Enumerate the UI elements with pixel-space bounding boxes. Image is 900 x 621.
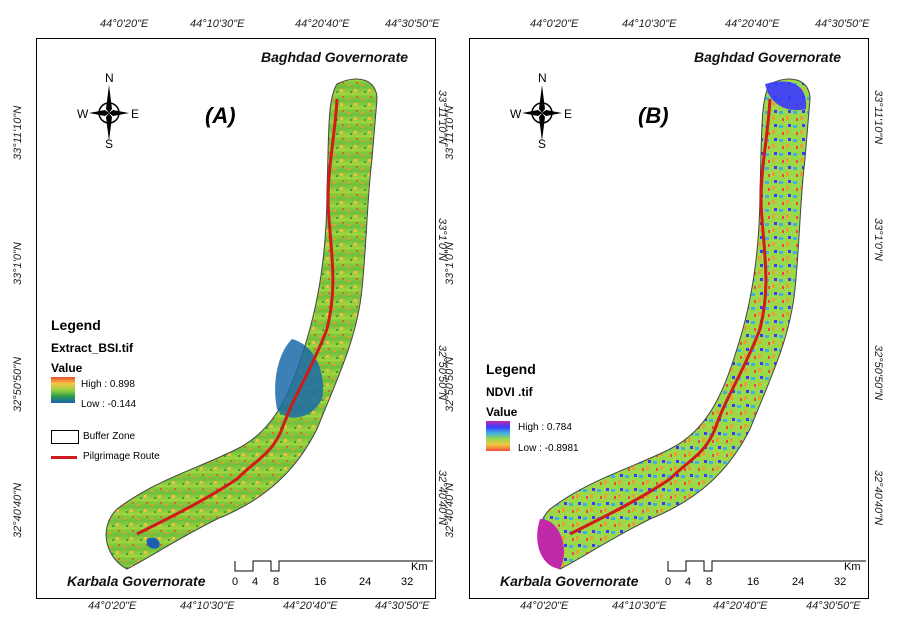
scale-tick: 24 bbox=[359, 576, 372, 588]
compass-rose-icon bbox=[89, 85, 129, 141]
lon-tick: 44°10'30"E bbox=[180, 600, 235, 612]
scale-unit: Km bbox=[411, 561, 428, 573]
scale-tick: 4 bbox=[685, 576, 692, 588]
lon-tick: 44°20'40"E bbox=[725, 18, 780, 30]
legend-high-b: High : 0.784 bbox=[518, 422, 572, 433]
panel-label-b: (B) bbox=[638, 103, 669, 128]
map-panel-b: N S W E (B) Baghdad Governorate Karbala … bbox=[469, 38, 869, 599]
legend-value-a: Value bbox=[51, 361, 83, 375]
lon-tick: 44°10'30"E bbox=[622, 18, 677, 30]
lat-tick: 33°11'10"N bbox=[444, 105, 456, 160]
ndvi-color-ramp bbox=[486, 421, 510, 451]
legend-title-a: Legend bbox=[51, 317, 101, 333]
scale-unit: Km bbox=[844, 561, 861, 573]
lat-tick: 33°1'0"N bbox=[444, 242, 456, 285]
lat-tick: 32°50'50"N bbox=[12, 356, 24, 412]
scale-bar-b bbox=[667, 560, 866, 572]
lon-tick: 44°10'30"E bbox=[612, 600, 667, 612]
lon-tick: 44°30'50"E bbox=[815, 18, 870, 30]
north-arrow-a: N S W E bbox=[77, 71, 140, 151]
lon-tick: 44°0'20"E bbox=[520, 600, 569, 612]
bsi-raster-map bbox=[105, 78, 378, 570]
buffer-zone-a bbox=[105, 78, 378, 570]
lon-tick: 44°0'20"E bbox=[88, 600, 137, 612]
lat-tick: 32°50'50"N bbox=[444, 356, 456, 412]
compass-n: N bbox=[105, 71, 114, 85]
lon-tick: 44°20'40"E bbox=[283, 600, 338, 612]
scale-tick: 0 bbox=[232, 576, 239, 588]
legend-low-a: Low : -0.144 bbox=[81, 399, 137, 410]
buffer-swatch bbox=[51, 430, 79, 444]
scale-tick: 32 bbox=[834, 576, 847, 588]
compass-e: E bbox=[131, 107, 140, 121]
ndvi-raster-map bbox=[537, 78, 811, 570]
ndvi-blue-patch bbox=[765, 81, 807, 111]
lon-tick: 44°10'30"E bbox=[190, 18, 245, 30]
scale-tick: 8 bbox=[273, 576, 280, 588]
legend-value-b: Value bbox=[486, 405, 518, 419]
compass-e: E bbox=[564, 107, 573, 121]
low-bsi-patch-2 bbox=[146, 537, 160, 549]
pilgrimage-route-a bbox=[136, 98, 339, 536]
scale-tick: 8 bbox=[706, 576, 713, 588]
legend-layer-b: NDVI .tif bbox=[486, 385, 533, 399]
lon-tick: 44°20'40"E bbox=[295, 18, 350, 30]
legend-low-b: Low : -0.8981 bbox=[518, 443, 579, 454]
compass-s: S bbox=[105, 137, 114, 151]
compass-n: N bbox=[538, 71, 547, 85]
legend-layer-a: Extract_BSI.tif bbox=[51, 341, 134, 355]
legend-title-b: Legend bbox=[486, 361, 536, 377]
low-bsi-patch bbox=[275, 339, 323, 418]
scale-tick: 16 bbox=[747, 576, 760, 588]
lon-tick: 44°30'50"E bbox=[375, 600, 430, 612]
compass-w: W bbox=[510, 107, 522, 121]
scale-bar-a bbox=[234, 560, 433, 572]
map-panel-a: N S W E (A) Baghdad Governorate Karbala … bbox=[36, 38, 436, 599]
south-governorate-b: Karbala Governorate bbox=[500, 573, 639, 589]
legend-high-a: High : 0.898 bbox=[81, 379, 135, 390]
lon-tick: 44°0'20"E bbox=[100, 18, 149, 30]
lat-tick: 32°40'40"N bbox=[872, 470, 884, 526]
scale-tick: 16 bbox=[314, 576, 327, 588]
lon-tick: 44°20'40"E bbox=[713, 600, 768, 612]
scale-tick: 32 bbox=[401, 576, 414, 588]
lat-tick: 32°50'50"N bbox=[872, 345, 884, 401]
lat-tick: 33°11'10"N bbox=[872, 90, 884, 145]
lon-tick: 44°30'50"E bbox=[806, 600, 861, 612]
lon-tick: 44°0'20"E bbox=[530, 18, 579, 30]
compass-s: S bbox=[538, 137, 547, 151]
pilgrimage-route-b bbox=[569, 98, 772, 536]
legend-buffer: Buffer Zone bbox=[83, 431, 136, 442]
lat-tick: 33°1'0"N bbox=[12, 242, 24, 285]
compass-rose-icon bbox=[522, 85, 562, 141]
lat-tick: 33°1'0"N bbox=[872, 218, 884, 261]
north-governorate-a: Baghdad Governorate bbox=[261, 49, 409, 65]
north-arrow-b: N S W E bbox=[510, 71, 573, 151]
north-governorate-b: Baghdad Governorate bbox=[694, 49, 842, 65]
south-governorate-a: Karbala Governorate bbox=[67, 573, 206, 589]
legend-route: Pilgrimage Route bbox=[83, 451, 160, 462]
scale-tick: 0 bbox=[665, 576, 672, 588]
lon-tick: 44°30'50"E bbox=[385, 18, 440, 30]
lat-tick: 33°11'10"N bbox=[12, 105, 24, 160]
ndvi-purple-patch bbox=[537, 519, 564, 569]
scale-tick: 24 bbox=[792, 576, 805, 588]
lat-tick: 32°40'40"N bbox=[444, 482, 456, 538]
buffer-zone-b bbox=[538, 78, 811, 570]
bsi-color-ramp bbox=[51, 377, 75, 403]
lat-tick: 32°40'40"N bbox=[12, 482, 24, 538]
compass-w: W bbox=[77, 107, 89, 121]
panel-label-a: (A) bbox=[205, 103, 236, 128]
route-swatch bbox=[51, 456, 77, 459]
scale-tick: 4 bbox=[252, 576, 259, 588]
